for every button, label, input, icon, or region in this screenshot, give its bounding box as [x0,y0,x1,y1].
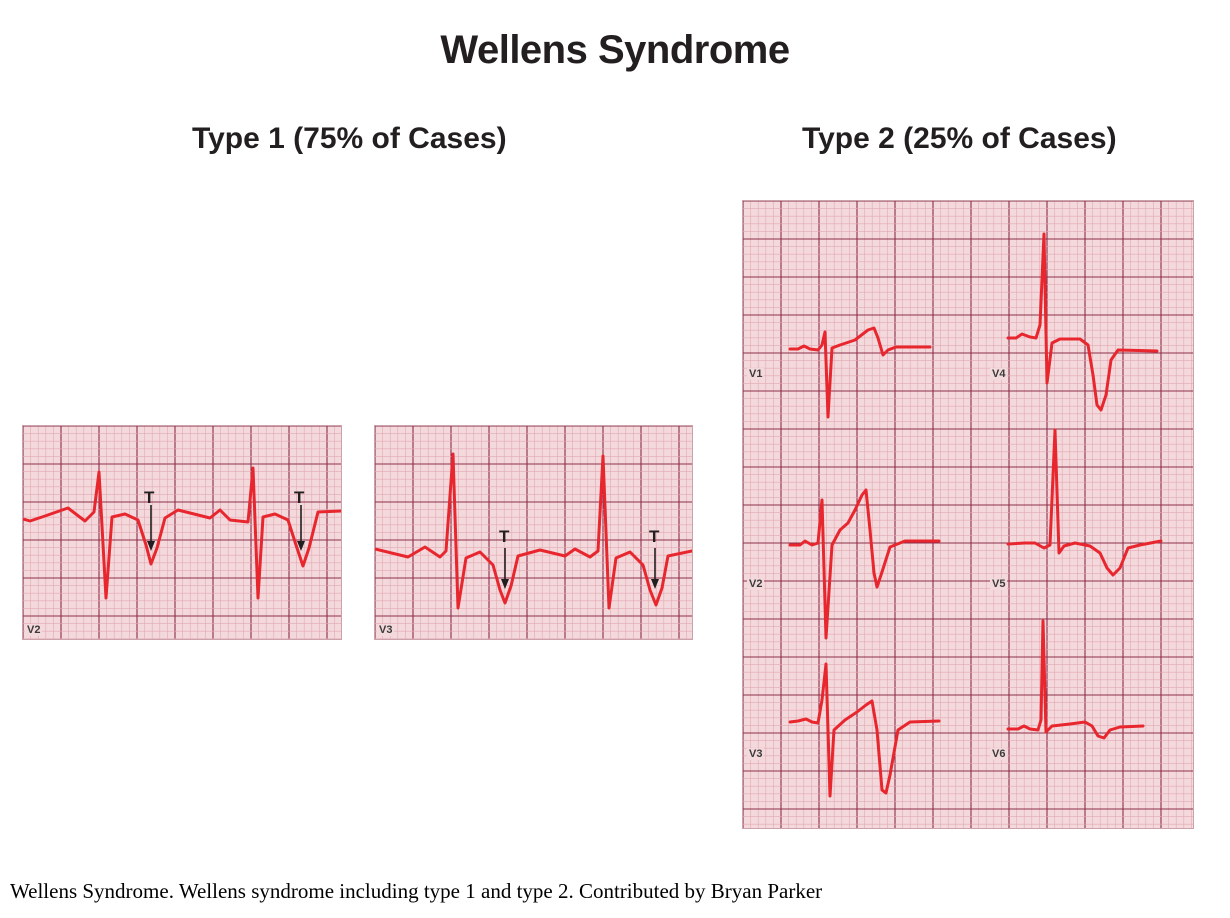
lead-label-v5: V5 [990,578,1008,590]
t-wave-label: T [144,488,155,507]
t-wave-label: T [294,488,305,507]
ecg-grid [375,426,692,639]
ecg-trace [23,466,341,600]
ecg-grid [743,201,1193,828]
ecg-trace [375,452,692,610]
ecg-grid [23,426,341,639]
lead-label-v1: V1 [747,368,765,380]
lead-label-v4: V4 [990,368,1008,380]
lead-label-v6: V6 [990,748,1008,760]
type2-ecg-grid: V1 V4 V2 V5 V3 V6 [743,201,1193,828]
v3-trace [788,662,941,798]
type1-v2-ecg-strip: T T V2 [23,426,341,639]
ecg-traces [788,232,1163,798]
type1-v3-ecg-strip: T T V3 [375,426,692,639]
t-wave-label: T [649,527,660,546]
type1-heading: Type 1 (75% of Cases) [192,122,507,155]
lead-label-v2: V2 [747,578,765,590]
v5-trace [1006,428,1163,577]
v1-trace [788,326,932,419]
v4-trace [1006,232,1159,412]
lead-label-v3: V3 [747,748,765,760]
t-wave-label: T [499,527,510,546]
main-title: Wellens Syndrome [440,28,790,72]
v2-trace [788,488,941,640]
v6-trace [1006,619,1145,740]
lead-label: V3 [377,624,395,636]
figure-caption: Wellens Syndrome. Wellens syndrome inclu… [10,879,823,903]
type2-heading: Type 2 (25% of Cases) [802,122,1117,155]
lead-label: V2 [25,624,43,636]
